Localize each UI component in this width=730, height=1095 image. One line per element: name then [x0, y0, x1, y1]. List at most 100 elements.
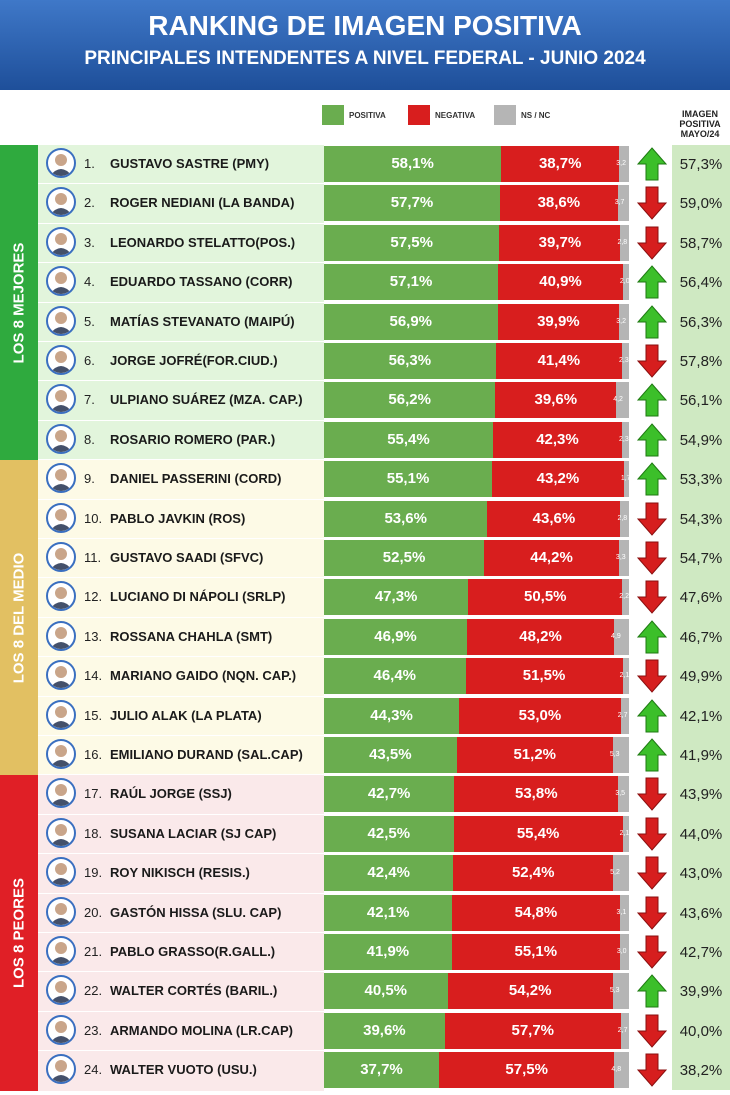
- rank-number: 13.: [84, 628, 103, 644]
- bar-nsnc: [618, 540, 629, 576]
- bar-nsnc: [616, 382, 629, 419]
- may-value: 43,9%: [679, 786, 723, 804]
- may-value: 54,7%: [679, 550, 723, 567]
- rank-number: 21.: [84, 944, 103, 959]
- bar-positive: 52,5%: [324, 540, 485, 576]
- bar-negative-label: 52,4%: [511, 864, 555, 882]
- row-separator: [38, 735, 672, 736]
- bar-nsnc-label: 5,3: [609, 987, 620, 995]
- may-value: 46,7%: [679, 628, 723, 646]
- legend-nsnc-label: NS / NC: [521, 110, 551, 120]
- bar-positive: 40,5%: [324, 973, 448, 1010]
- arrow-down-icon: [636, 856, 668, 890]
- bar-positive: 57,1%: [324, 264, 499, 301]
- rank-number: 5.: [84, 313, 95, 329]
- bar-nsnc: [620, 1012, 629, 1049]
- mayor-name: GUSTAVO SASTRE (PMY): [110, 156, 270, 171]
- bar-nsnc-label: 3,0: [616, 948, 627, 955]
- bar-negative-label: 48,2%: [519, 627, 562, 645]
- legend-negative-label: NEGATIVA: [435, 110, 476, 120]
- rank-number: 9.: [84, 471, 95, 487]
- rank-number: 1.: [84, 156, 95, 171]
- bar-positive: 57,7%: [324, 185, 500, 222]
- bar-positive: 58,1%: [324, 146, 502, 182]
- legend-positive: POSITIVA: [322, 104, 386, 126]
- may-column-header: IMAGEN POSITIVA MAYO/24: [679, 109, 721, 139]
- row-separator: [38, 1050, 672, 1052]
- bar-positive-label: 56,3%: [388, 352, 432, 369]
- table-row: 23. ARMANDO MOLINA (LR.CAP) 39,6% 57,7% 2,7 4…: [0, 1012, 730, 1051]
- rank-number: 2.: [84, 195, 95, 211]
- bar-negative: 57,5%: [438, 1052, 615, 1089]
- avatar: [46, 620, 76, 651]
- may-value: 39,9%: [679, 983, 723, 1001]
- bar-positive-label: 42,4%: [367, 864, 410, 882]
- bar-negative-label: 53,8%: [515, 785, 558, 803]
- mayor-name: PABLO JAVKIN (ROS): [110, 510, 246, 526]
- mayor-name: JORGE JOFRÉ(FOR.CIUD.): [110, 353, 278, 368]
- row-separator: [38, 892, 672, 894]
- bar-nsnc: [617, 185, 629, 222]
- arrow-down-icon: [636, 580, 668, 615]
- bar-negative-label: 57,5%: [505, 1061, 548, 1079]
- mayor-name: GASTÓN HISSA (SLU. CAP): [110, 904, 282, 920]
- legend-negative: NEGATIVA: [408, 104, 475, 126]
- may-value: 44,0%: [679, 825, 723, 843]
- rank-number: 23.: [84, 1022, 103, 1038]
- avatar: [46, 384, 76, 415]
- table-row: 20. GASTÓN HISSA (SLU. CAP) 42,1% 54,8% 3,1 4…: [0, 894, 730, 933]
- arrow-up-icon: [636, 738, 668, 772]
- bar-positive: 56,9%: [324, 303, 498, 340]
- mayor-name: DANIEL PASSERINI (CORD): [110, 471, 282, 487]
- bar-nsnc-label: 1,7: [620, 475, 631, 483]
- table-row: 16. EMILIANO DURAND (SAL.CAP) 43,5% 51,2% 5,…: [0, 736, 730, 775]
- bar-negative: 52,4%: [453, 855, 614, 892]
- bar-nsnc-label: 2,7: [617, 1026, 628, 1034]
- bar-negative-label: 38,7%: [538, 155, 582, 172]
- arrow-down-icon: [636, 777, 668, 812]
- bar-nsnc-label: 2,8: [617, 514, 628, 522]
- bar-nsnc: [622, 815, 629, 852]
- bar-nsnc: [621, 343, 629, 379]
- bar-nsnc: [614, 618, 629, 655]
- mayor-name: LEONARDO STELATTO(POS.): [110, 234, 296, 250]
- rank-number: 20.: [84, 904, 103, 920]
- bar-negative: 38,6%: [499, 185, 618, 222]
- bar-positive-label: 57,7%: [390, 194, 434, 212]
- arrow-down-icon: [636, 344, 668, 378]
- row-separator: [38, 932, 672, 933]
- row-separator: [38, 301, 672, 303]
- bar-negative: 55,4%: [453, 815, 623, 852]
- table-row: 3. LEONARDO STELATTO(POS.) 57,5% 39,7% 2,8 58…: [0, 224, 730, 263]
- may-value: 47,6%: [679, 589, 723, 607]
- bar-nsnc: [613, 855, 629, 892]
- bar-nsnc-label: 2,0: [619, 278, 630, 286]
- bar-negative: 55,1%: [451, 934, 620, 970]
- bar-negative: 43,2%: [492, 461, 624, 498]
- bar-positive-label: 57,5%: [390, 233, 433, 251]
- arrow-down-icon: [636, 186, 668, 221]
- bar-negative: 39,6%: [495, 382, 617, 419]
- row-separator: [38, 222, 672, 224]
- bar-nsnc-label: 3,2: [616, 160, 626, 167]
- may-value: 43,0%: [679, 865, 723, 883]
- may-value: 43,6%: [679, 904, 723, 922]
- bar-negative: 44,2%: [484, 540, 619, 576]
- row-separator: [38, 656, 672, 658]
- may-value: 42,7%: [679, 944, 723, 961]
- bar-positive: 55,1%: [324, 461, 493, 498]
- arrow-down-icon: [636, 817, 668, 851]
- bar-positive-label: 46,9%: [374, 627, 417, 645]
- bar-positive-label: 55,4%: [387, 430, 430, 448]
- bar-positive-label: 46,4%: [373, 667, 417, 685]
- may-value: 59,0%: [679, 195, 723, 213]
- table-row: 11. GUSTAVO SAADI (SFVC) 52,5% 44,2% 3,3 54,7…: [0, 539, 730, 578]
- mayor-name: WALTER CORTÉS (BARIL.): [110, 983, 278, 999]
- bar-negative: 43,6%: [487, 500, 621, 537]
- bar-negative-label: 54,2%: [508, 982, 552, 1000]
- bar-positive-label: 37,7%: [360, 1061, 403, 1079]
- bar-negative: 50,5%: [468, 579, 623, 616]
- legend-positive-label: POSITIVA: [349, 110, 386, 120]
- bar-positive-label: 55,1%: [386, 470, 430, 488]
- avatar: [46, 423, 76, 454]
